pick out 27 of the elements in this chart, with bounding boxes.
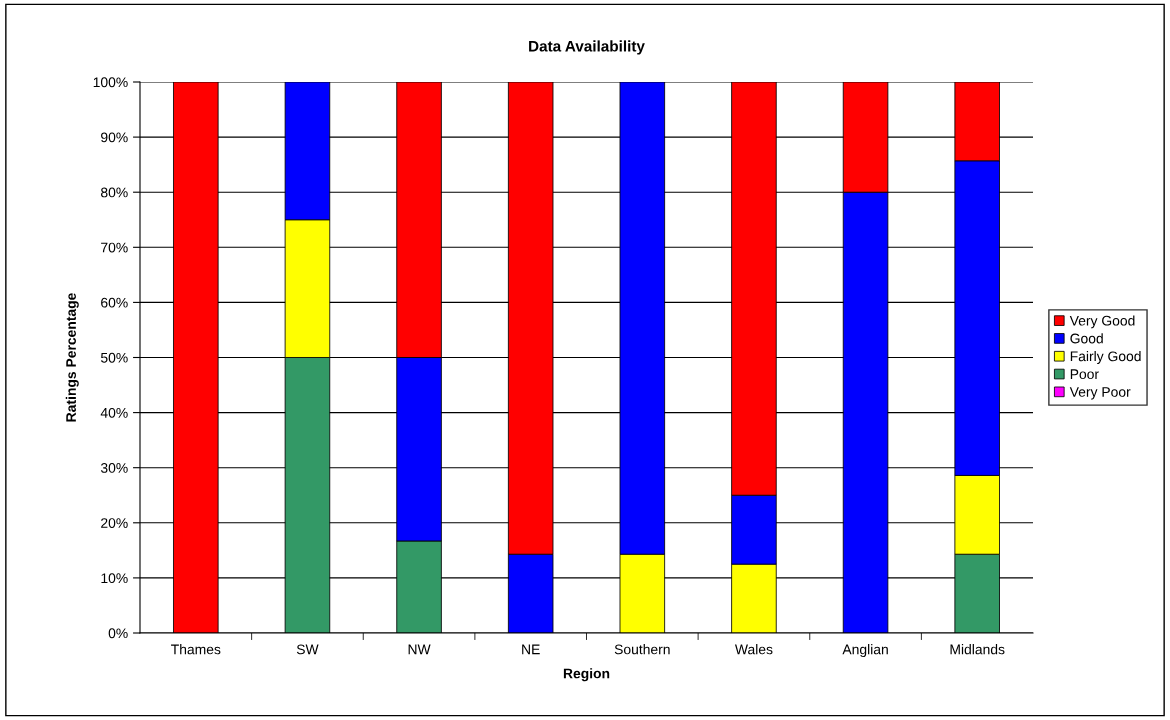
y-axis-title: Ratings Percentage xyxy=(65,293,79,422)
y-tick-label: 60% xyxy=(101,297,128,308)
y-tick-label: 10% xyxy=(101,573,128,584)
y-tick-label: 80% xyxy=(101,187,128,198)
x-tick-label: Midlands xyxy=(950,644,1005,655)
y-tick-label: 20% xyxy=(101,518,128,528)
x-tick-label: Southern xyxy=(614,644,670,655)
x-tick-label: NW xyxy=(408,644,431,655)
y-tick-label: 70% xyxy=(101,242,128,253)
legend-label: Very Poor xyxy=(1069,387,1131,400)
legend-label: Good xyxy=(1070,333,1103,344)
x-axis-title: Region xyxy=(563,668,610,682)
chart-title: Data Availability xyxy=(529,40,645,55)
y-tick-label: 50% xyxy=(100,352,128,363)
x-tick-label: NE xyxy=(522,644,540,655)
y-tick-label: 0% xyxy=(108,628,128,639)
y-tick-label: 40% xyxy=(100,407,128,418)
legend-label: Fairly Good xyxy=(1070,351,1141,364)
y-tick-label: 90% xyxy=(101,132,128,143)
legend-label: Poor xyxy=(1070,369,1099,380)
y-tick-label: 100% xyxy=(93,77,128,88)
x-tick-label: Wales xyxy=(734,644,773,655)
x-tick-label: Anglian xyxy=(842,644,888,658)
x-tick-label: Thames xyxy=(171,644,221,655)
legend-label: Very Good xyxy=(1069,315,1135,329)
x-tick-label: SW xyxy=(296,644,319,655)
y-tick-label: 30% xyxy=(100,463,128,473)
